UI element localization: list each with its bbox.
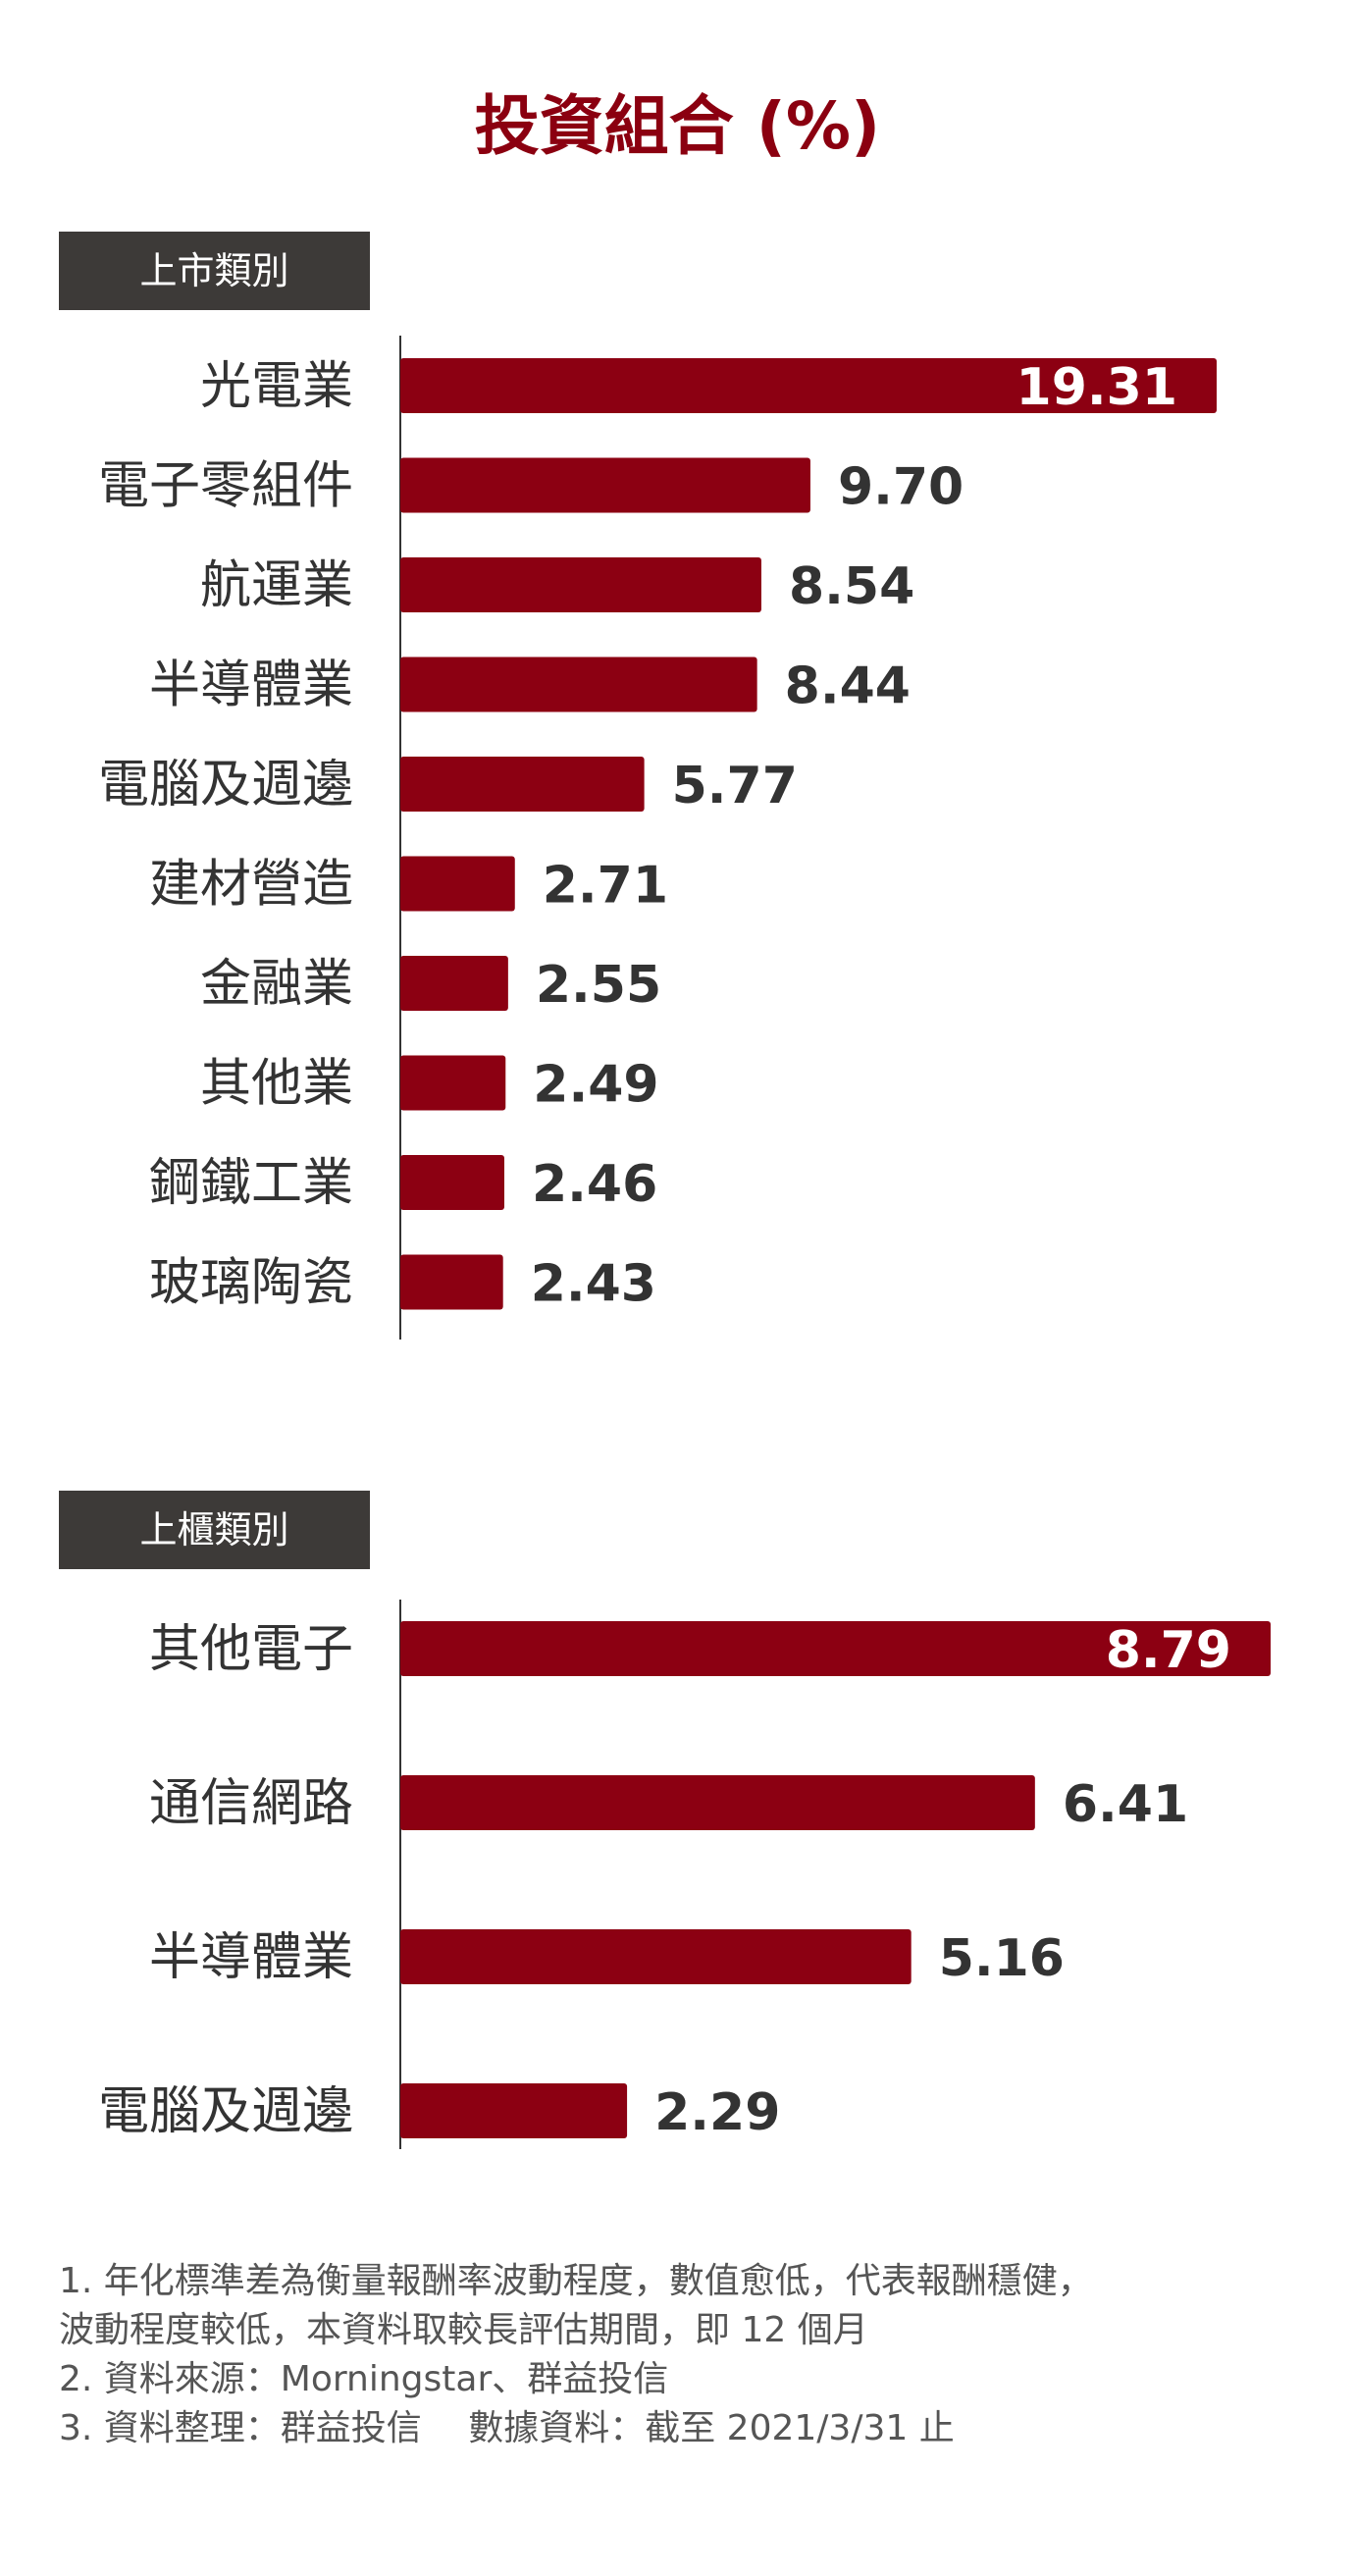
bar — [400, 1155, 504, 1210]
value-label: 8.54 — [789, 557, 914, 616]
value-label: 8.44 — [785, 657, 911, 716]
bar — [400, 956, 508, 1011]
category-label: 半導體業 — [149, 657, 353, 715]
category-label: 航運業 — [200, 556, 353, 615]
value-label: 2.43 — [531, 1255, 656, 1314]
otc-section-tag: 上櫃類別 — [59, 1491, 370, 1569]
bar — [400, 2083, 628, 2138]
value-label: 2.29 — [654, 2083, 780, 2142]
value-label: 5.16 — [939, 1929, 1065, 1988]
value-label: 2.49 — [533, 1056, 658, 1115]
category-label: 其他業 — [200, 1055, 353, 1114]
listed-bar-chart: 光電業 19.31 電子零組件 9.70 航運業 8.54 半導體業 8.44 電腦及週邊 5.7… — [0, 324, 1355, 1354]
bar — [400, 1929, 912, 1984]
value-label: 2.71 — [543, 857, 668, 916]
footnotes: 1. 年化標準差為衡量報酬率波動程度，數值愈低，代表報酬穩健， 波動程度較低，本… — [59, 2257, 1315, 2453]
footnote-line: 2. 資料來源：Morningstar、群益投信 — [59, 2359, 669, 2399]
value-label: 6.41 — [1063, 1775, 1188, 1834]
category-label: 光電業 — [200, 357, 353, 416]
bar — [400, 1254, 503, 1310]
category-label: 電腦及週邊 — [98, 756, 353, 815]
bar — [400, 1055, 506, 1111]
value-label: 2.46 — [532, 1155, 657, 1214]
value-label: 8.79 — [1106, 1621, 1231, 1680]
bar — [400, 1621, 1271, 1676]
footnote-line: 波動程度較低，本資料取較長評估期間，即 12 個月 — [59, 2310, 868, 2350]
value-label: 2.55 — [536, 956, 661, 1015]
otc-bar-chart-svg: 其他電子 8.79 通信網路 6.41 半導體業 5.16 電腦及週邊 2.29 — [98, 1600, 1271, 2149]
category-label: 玻璃陶瓷 — [149, 1254, 353, 1313]
bar — [400, 358, 1217, 413]
category-label: 電腦及週邊 — [98, 2082, 353, 2141]
bar — [400, 557, 761, 612]
value-label: 5.77 — [672, 757, 798, 815]
category-label: 通信網路 — [149, 1774, 353, 1833]
category-label: 金融業 — [200, 955, 353, 1014]
value-label: 9.70 — [838, 458, 964, 517]
value-label: 19.31 — [1016, 358, 1177, 417]
listed-bar-chart-svg: 光電業 19.31 電子零組件 9.70 航運業 8.54 半導體業 8.44 電腦及週邊 5.7… — [98, 336, 1217, 1340]
bar — [400, 457, 810, 513]
category-label: 半導體業 — [149, 1928, 353, 1987]
category-label: 鋼鐵工業 — [149, 1154, 353, 1213]
category-label: 其他電子 — [149, 1620, 353, 1679]
page-title: 投資組合 (%) — [474, 88, 881, 164]
otc-bar-chart: 其他電子 8.79 通信網路 6.41 半導體業 5.16 電腦及週邊 2.29 — [0, 1595, 1355, 2164]
bar — [400, 757, 645, 812]
footnote-line: 3. 資料整理：群益投信 數據資料：截至 2021/3/31 止 — [59, 2408, 955, 2448]
category-label: 建材營造 — [149, 856, 353, 915]
category-label: 電子零組件 — [98, 457, 353, 516]
bar — [400, 1775, 1035, 1830]
listed-section-tag: 上市類別 — [59, 232, 370, 310]
bar — [400, 657, 757, 712]
bar — [400, 856, 515, 912]
footnote-line: 1. 年化標準差為衡量報酬率波動程度，數值愈低，代表報酬穩健， — [59, 2261, 1093, 2301]
